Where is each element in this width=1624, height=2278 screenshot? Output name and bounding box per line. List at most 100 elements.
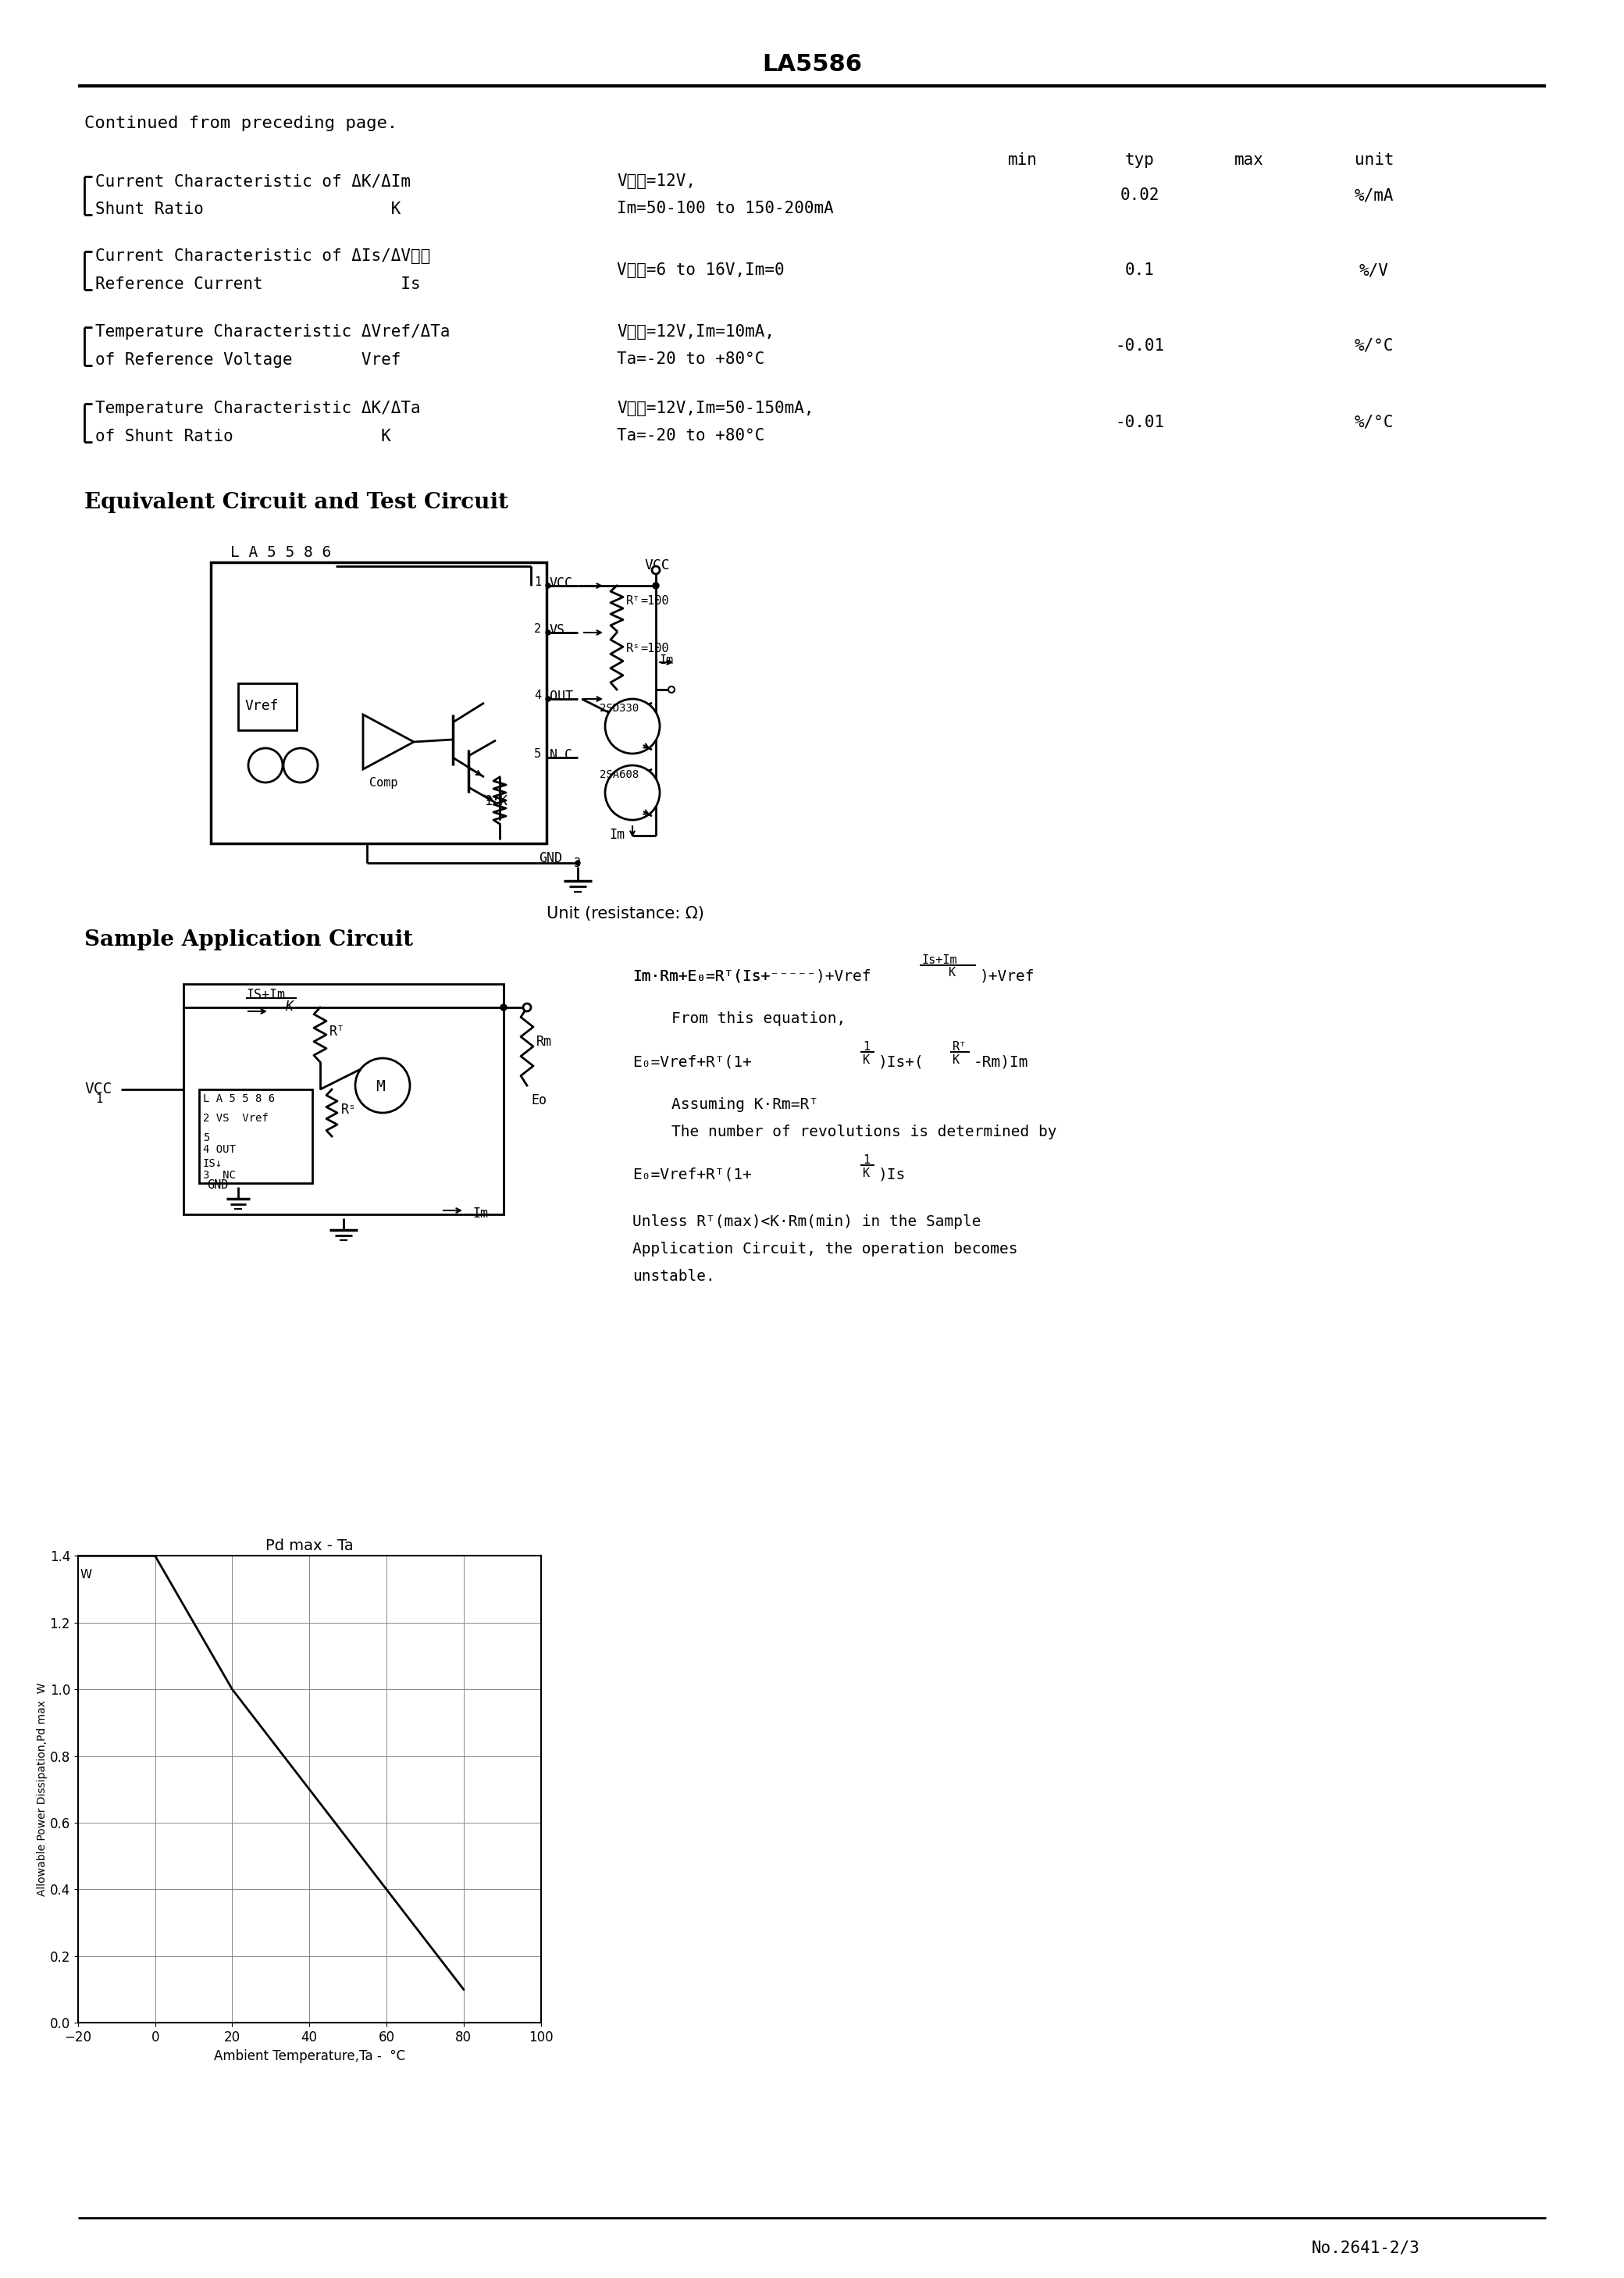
Text: Equivalent Circuit and Test Circuit: Equivalent Circuit and Test Circuit [84,492,508,513]
Text: K: K [862,1055,870,1066]
Text: 3: 3 [573,857,581,868]
Text: Unless Rᵀ(max)<K·Rm(min) in the Sample: Unless Rᵀ(max)<K·Rm(min) in the Sample [632,1214,981,1230]
Text: Assuming K·Rm=Rᵀ: Assuming K·Rm=Rᵀ [671,1098,818,1112]
Text: 1: 1 [534,576,541,588]
Text: %/°C: %/°C [1354,415,1393,431]
Circle shape [546,583,551,588]
Circle shape [669,686,674,693]
Text: )Is: )Is [879,1169,906,1182]
Text: Vᴄᴄ=12V,Im=10mA,: Vᴄᴄ=12V,Im=10mA, [617,323,775,339]
Text: Rᵀ: Rᵀ [330,1025,346,1039]
Text: =100: =100 [640,595,669,606]
Text: 1: 1 [862,1155,870,1166]
Text: IS↓: IS↓ [203,1157,222,1169]
Text: Im·Rm+E₀=Rᵀ(Is+⁻⁻⁻⁻⁻)+Vref: Im·Rm+E₀=Rᵀ(Is+⁻⁻⁻⁻⁻)+Vref [632,968,870,984]
Text: N.C: N.C [549,747,573,763]
Text: 3  NC: 3 NC [203,1171,235,1180]
Text: 0.02: 0.02 [1121,187,1160,203]
Bar [211,563,547,843]
Text: -Rm)Im: -Rm)Im [974,1055,1028,1068]
Text: 4: 4 [534,690,541,702]
Text: W: W [80,1570,91,1581]
Text: Vᴄᴄ=12V,: Vᴄᴄ=12V, [617,173,695,189]
Text: -0.01: -0.01 [1116,337,1164,353]
Circle shape [523,1005,531,1011]
Text: Eo: Eo [531,1093,547,1107]
X-axis label: Ambient Temperature,Ta -  °C: Ambient Temperature,Ta - °C [214,2048,404,2064]
Circle shape [248,747,283,784]
Circle shape [546,697,551,702]
Text: Rˢ: Rˢ [627,642,640,654]
Text: E₀=Vref+Rᵀ(1+: E₀=Vref+Rᵀ(1+ [632,1055,752,1068]
Text: E₀=Vref+Rᵀ(1+: E₀=Vref+Rᵀ(1+ [632,1169,752,1182]
Text: OUT: OUT [549,690,573,704]
Circle shape [651,567,659,574]
Text: Vᴄᴄ=6 to 16V,Im=0: Vᴄᴄ=6 to 16V,Im=0 [617,262,784,278]
Text: Unit (resistance: Ω): Unit (resistance: Ω) [547,907,705,923]
Text: %/mA: %/mA [1354,187,1393,203]
Text: 2SA608: 2SA608 [599,770,638,779]
Text: L A 5 5 8 6: L A 5 5 8 6 [231,544,331,560]
Text: Im: Im [609,827,625,843]
Bar [200,1089,312,1182]
Text: 5: 5 [534,747,541,761]
Bar [239,683,297,731]
Text: Comp: Comp [369,777,398,788]
Text: typ: typ [1125,153,1155,169]
Circle shape [546,631,551,636]
Text: K: K [948,966,957,980]
Text: Ta=-20 to +80°C: Ta=-20 to +80°C [617,428,765,444]
Text: Temperature Characteristic ΔVref/ΔTa: Temperature Characteristic ΔVref/ΔTa [96,323,450,339]
Text: unstable.: unstable. [632,1269,715,1285]
Text: Rm: Rm [536,1034,552,1048]
Circle shape [575,861,580,866]
Text: M: M [375,1080,385,1093]
Circle shape [653,583,659,588]
Text: Reference Current              Is: Reference Current Is [96,276,421,292]
Polygon shape [364,715,414,770]
Bar [184,984,503,1214]
Text: IS+Im: IS+Im [245,989,284,1002]
Text: Current Characteristic of ΔIs/ΔVᴄᴄ: Current Characteristic of ΔIs/ΔVᴄᴄ [96,248,430,264]
Text: unit: unit [1354,153,1393,169]
Text: %/V: %/V [1359,262,1389,278]
Text: Sample Application Circuit: Sample Application Circuit [84,929,412,950]
Text: of Shunt Ratio               K: of Shunt Ratio K [96,428,391,444]
Circle shape [606,765,659,820]
Text: Current Characteristic of ΔK/ΔIm: Current Characteristic of ΔK/ΔIm [96,173,411,189]
Circle shape [606,699,659,754]
Text: 5: 5 [203,1132,209,1144]
Text: =100: =100 [640,642,669,654]
Text: VCC: VCC [84,1082,112,1096]
Text: Rᵀ: Rᵀ [953,1041,966,1052]
Text: Vᴄᴄ=12V,Im=50-150mA,: Vᴄᴄ=12V,Im=50-150mA, [617,401,814,417]
Text: %/°C: %/°C [1354,337,1393,353]
Text: 1:K: 1:K [484,795,507,809]
Text: Im: Im [659,654,674,665]
Text: VCC: VCC [645,558,669,572]
Text: max: max [1234,153,1263,169]
Text: Continued from preceding page.: Continued from preceding page. [84,116,398,132]
Text: Rˢ: Rˢ [341,1103,357,1116]
Text: Shunt Ratio                   K: Shunt Ratio K [96,200,401,216]
Text: 2: 2 [534,624,541,636]
Text: K: K [284,1000,292,1014]
Text: 2SD330: 2SD330 [599,704,638,713]
Text: )Is+(: )Is+( [879,1055,924,1068]
Text: L A 5 5 8 6: L A 5 5 8 6 [203,1093,274,1105]
Y-axis label: Allowable Power Dissipation,Pd max  W: Allowable Power Dissipation,Pd max W [37,1683,47,1895]
Text: Ta=-20 to +80°C: Ta=-20 to +80°C [617,351,765,367]
Text: VS: VS [549,624,565,638]
Circle shape [356,1059,409,1114]
Text: 4 OUT: 4 OUT [203,1144,235,1155]
Text: Rᵀ: Rᵀ [627,595,640,606]
Text: )+Vref: )+Vref [979,968,1034,984]
Text: Temperature Characteristic ΔK/ΔTa: Temperature Characteristic ΔK/ΔTa [96,401,421,417]
Title: Pd max - Ta: Pd max - Ta [265,1538,354,1554]
Text: From this equation,: From this equation, [671,1011,846,1025]
Text: VCC: VCC [549,576,573,590]
Text: Is+Im: Is+Im [921,954,957,966]
Text: GND: GND [539,852,562,866]
Text: No.2641-2/3: No.2641-2/3 [1312,2239,1419,2255]
Circle shape [500,1005,507,1011]
